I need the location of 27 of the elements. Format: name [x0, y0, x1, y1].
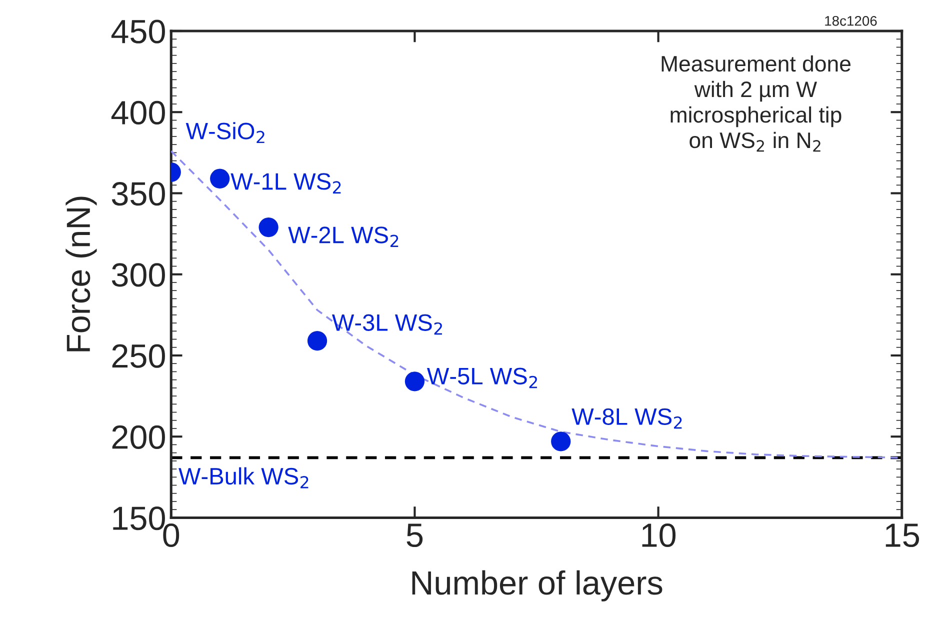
text: 18c1206	[825, 16, 877, 26]
point	[404, 372, 425, 392]
x-tick-label: 10	[642, 523, 676, 548]
x-tick-label: 15	[886, 524, 920, 548]
x-tick-label: 0	[163, 523, 180, 548]
annotation: W-8L WS$_{2}$	[572, 408, 682, 429]
point	[551, 432, 571, 452]
y-tick-label: 400	[111, 100, 165, 125]
ref-line-label: W-Bulk WS$_{2}$	[178, 467, 308, 488]
point	[307, 331, 328, 351]
y-tick-label: 200	[112, 425, 165, 449]
y-tick-label: 150	[113, 506, 165, 530]
annotation: W-1L WS$_{2}$	[230, 173, 341, 194]
y-tick-label: 350	[112, 182, 165, 206]
annotation: W-2L WS$_{2}$	[288, 226, 398, 247]
point	[258, 217, 278, 238]
y-tick-label: 450	[111, 20, 165, 44]
x-axis-title: Number of layers	[412, 570, 662, 602]
annotation: W-5L WS$_{2}$	[426, 368, 537, 388]
y-tick-label: 300	[112, 263, 165, 287]
x-tick-label: 5	[406, 524, 423, 548]
annotation: Measurement done with 2 µm W microspherical tip on WS$_{2}$ in N$_{2}$	[662, 55, 850, 152]
y-axis-title: Force (nN)	[66, 196, 97, 352]
y-tick-label: 250	[112, 344, 165, 368]
annotation: W-SiO$_{2}$	[186, 122, 264, 144]
point	[210, 168, 230, 188]
annotation: W-3L WS$_{2}$	[332, 314, 442, 335]
